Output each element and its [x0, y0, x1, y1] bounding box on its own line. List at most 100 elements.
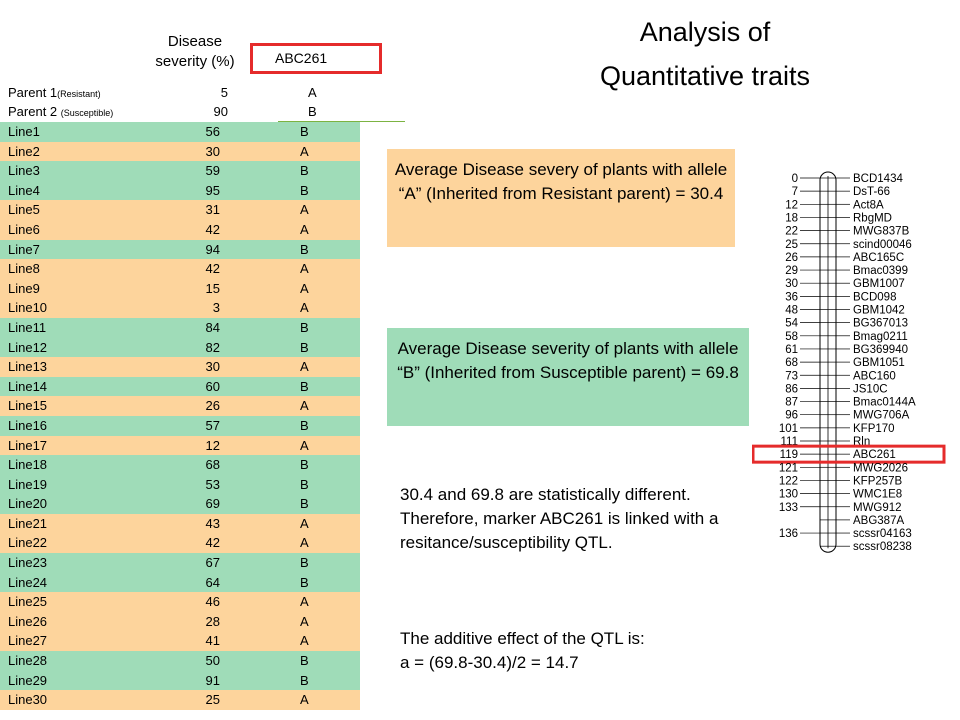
table-row: Line18 68 B — [0, 455, 360, 475]
parent-name: Parent 1(Resistant) — [8, 85, 101, 100]
map-marker-name: BCD1434 — [853, 173, 903, 185]
map-marker-name: MWG2026 — [853, 462, 908, 474]
map-position: 130 — [779, 489, 798, 501]
line-allele: B — [300, 378, 309, 394]
table-row: Line15 26 A — [0, 396, 360, 416]
line-allele: B — [300, 163, 309, 179]
line-name: Line2 — [8, 143, 40, 159]
linkage-map-svg: 0 BCD1434 7 DsT-66 12 Act8A 18 RbgMD 22 MWG837B 25… — [751, 171, 946, 553]
line-allele: A — [300, 535, 309, 551]
additive-effect-line1: The additive effect of the QTL is: — [400, 629, 645, 648]
line-allele: B — [300, 241, 309, 257]
line-severity: 53 — [205, 476, 220, 492]
map-position: 30 — [785, 278, 798, 290]
severity-header-line1: Disease — [167, 33, 223, 50]
line-name: Line5 — [8, 202, 40, 218]
line-severity: 50 — [205, 653, 220, 669]
line-severity: 26 — [205, 398, 220, 414]
map-position: 86 — [785, 383, 798, 395]
line-name: Line18 — [8, 457, 48, 473]
line-name: Line6 — [8, 221, 40, 237]
map-marker-name: BCD098 — [853, 291, 896, 303]
parent-row: Parent 1(Resistant) 5 A — [8, 83, 360, 103]
line-name: Line21 — [8, 515, 48, 531]
table-row: Line29 91 B — [0, 670, 360, 691]
table-row: Line4 95 B — [0, 180, 360, 201]
map-position: 121 — [779, 462, 798, 474]
line-allele: B — [300, 417, 309, 433]
line-allele: B — [300, 653, 309, 669]
allele-b-average-box: Average Disease severity of plants with … — [387, 328, 749, 426]
map-marker-name: KFP257B — [853, 475, 903, 487]
line-allele: A — [300, 515, 309, 531]
line-allele: B — [300, 339, 309, 355]
map-marker-name: MWG912 — [853, 502, 902, 514]
map-position: 54 — [785, 318, 798, 330]
line-name: Line20 — [8, 496, 48, 512]
line-severity: 91 — [205, 672, 220, 688]
line-name: Line13 — [8, 359, 48, 375]
map-marker-name: BG369940 — [853, 344, 908, 356]
map-position: 0 — [792, 173, 798, 185]
map-position: 7 — [792, 186, 798, 198]
map-position: 48 — [785, 305, 798, 317]
marker-highlight — [751, 444, 946, 464]
table-row: Line6 42 A — [0, 219, 360, 240]
map-position: 12 — [785, 199, 798, 211]
map-marker-name: ABC261 — [853, 449, 896, 461]
table-row: Line11 84 B — [0, 317, 360, 338]
map-position: 29 — [785, 265, 798, 277]
line-name: Line19 — [8, 476, 48, 492]
line-name: Line30 — [8, 692, 48, 708]
map-marker-name: scssr08238 — [853, 541, 912, 553]
line-allele: B — [300, 319, 309, 335]
line-name: Line24 — [8, 574, 48, 590]
line-severity: 15 — [205, 280, 220, 296]
additive-effect: The additive effect of the QTL is: a = (… — [400, 627, 760, 675]
line-name: Line26 — [8, 613, 48, 629]
line-severity: 42 — [205, 221, 220, 237]
map-marker-name: Bmac0399 — [853, 265, 908, 277]
table-row: Line19 53 B — [0, 474, 360, 495]
map-marker-name: ABG387A — [853, 515, 904, 527]
line-allele: B — [300, 457, 309, 473]
line-severity: 59 — [205, 163, 220, 179]
line-allele: A — [300, 692, 309, 708]
map-marker-name: Act8A — [853, 199, 884, 211]
line-name: Line4 — [8, 182, 40, 198]
table-row: Line7 94 B — [0, 239, 360, 260]
line-allele: A — [300, 437, 309, 453]
line-severity: 30 — [205, 143, 220, 159]
map-marker-name: scssr04163 — [853, 528, 912, 540]
line-allele: B — [300, 555, 309, 571]
map-marker-name: MWG706A — [853, 410, 910, 422]
map-position: 18 — [785, 212, 798, 224]
line-name: Line15 — [8, 398, 48, 414]
map-position: 96 — [785, 410, 798, 422]
map-marker-name: RbgMD — [853, 212, 892, 224]
map-position: 58 — [785, 331, 798, 343]
line-allele: B — [300, 182, 309, 198]
line-name: Line25 — [8, 594, 48, 610]
line-severity: 42 — [205, 261, 220, 277]
line-severity: 69 — [205, 496, 220, 512]
map-position: 68 — [785, 357, 798, 369]
table-row: Line21 43 A — [0, 513, 360, 534]
table-row: Line9 15 A — [0, 278, 360, 299]
map-marker-name: BG367013 — [853, 318, 908, 330]
line-severity: 84 — [205, 319, 220, 335]
map-position: 119 — [780, 449, 798, 461]
map-marker-name: GBM1042 — [853, 305, 905, 317]
table-row: Line24 64 B — [0, 572, 360, 593]
line-severity: 57 — [205, 417, 220, 433]
table-row: Line13 30 A — [0, 357, 360, 377]
line-allele: B — [300, 496, 309, 512]
parent-name: Parent 2 (Susceptible) — [8, 104, 114, 119]
conclusion-text: 30.4 and 69.8 are statistically differen… — [400, 485, 719, 552]
table-row: Line30 25 A — [0, 690, 360, 710]
map-marker-name: ABC165C — [853, 252, 904, 264]
line-severity: 64 — [205, 574, 220, 590]
line-allele: A — [300, 359, 309, 375]
line-severity: 31 — [205, 202, 220, 218]
title-line1: Analysis of — [639, 17, 771, 47]
